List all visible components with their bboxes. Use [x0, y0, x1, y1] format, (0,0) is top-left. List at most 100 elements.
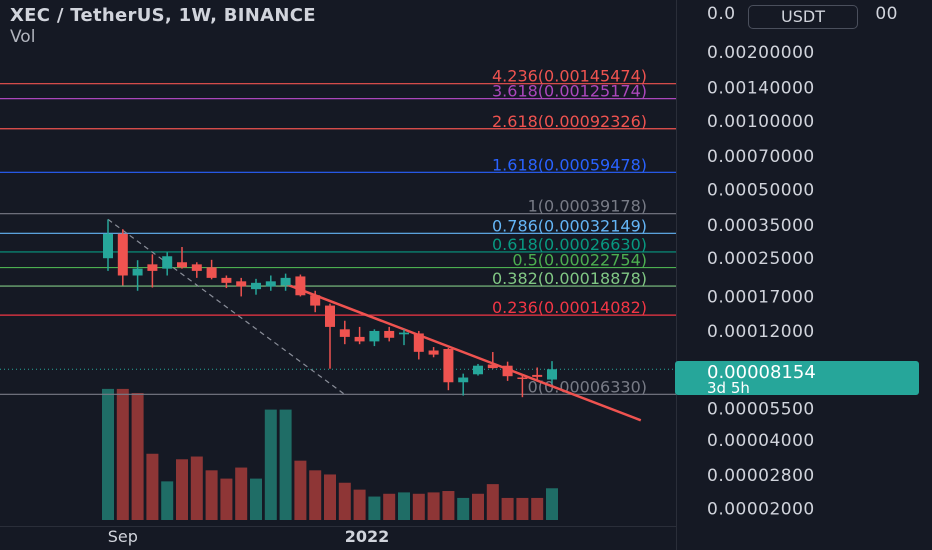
volume-bar [383, 493, 396, 520]
price-tick-label-partial: 0.0 [707, 4, 736, 24]
price-tick-label: 0.00100000 [707, 112, 815, 132]
candle-body [354, 336, 365, 342]
candlesticks [103, 219, 557, 398]
candle-body [443, 349, 454, 383]
candle-body [310, 295, 321, 306]
candle-body [191, 264, 202, 271]
volume-bar [324, 474, 336, 520]
volume-bar [146, 453, 159, 520]
volume-bar [176, 459, 188, 520]
volume-bar [279, 409, 292, 520]
volume-bar [309, 470, 322, 520]
candle-body [325, 305, 335, 327]
price-axis-background [677, 0, 932, 550]
volume-bar [294, 460, 307, 520]
volume-bar [102, 388, 114, 520]
candle-body [517, 377, 528, 380]
price-tick-label: 0.00200000 [707, 43, 815, 63]
descending-trendline [282, 281, 642, 422]
bar-countdown: 3d 5h [707, 379, 750, 397]
volume-bar [531, 497, 544, 520]
symbol-title[interactable]: XEC / TetherUS, 1W, BINANCE [10, 5, 316, 26]
volume-bar [486, 484, 499, 520]
price-tick-label: 0.00035000 [707, 216, 815, 236]
fib-level-label: 3.618(0.00125174) [492, 82, 647, 101]
candle-body [487, 364, 498, 369]
candle-body [103, 233, 113, 259]
candle-body [132, 268, 143, 276]
volume-bar [353, 489, 366, 520]
candle-body [265, 281, 276, 287]
last-price-label: 0.00008154 3d 5h [675, 361, 919, 397]
price-tick-label: 0.00012000 [707, 322, 815, 342]
currency-button[interactable]: USDT [748, 5, 858, 29]
candle-body [369, 330, 380, 342]
volume-bar [412, 493, 425, 520]
fib-level-label: 0.618(0.00026630) [492, 235, 647, 254]
candle-body [221, 277, 232, 283]
fib-level-label: 1(0.00039178) [528, 197, 647, 216]
volume-bar [235, 467, 248, 520]
price-tick-label: 0.00070000 [707, 147, 815, 167]
volume-bar [161, 481, 174, 520]
candle-body [473, 365, 483, 375]
candle-body [295, 276, 306, 296]
price-axis[interactable]: 0.00200000 0.00140000 0.00100000 0.00070000… [707, 4, 898, 520]
volume-bar [457, 497, 470, 520]
time-axis[interactable]: Sep 2022 [108, 527, 390, 546]
volume-bar [368, 496, 381, 520]
volume-bar [116, 388, 129, 520]
volume-bar [250, 478, 262, 520]
volume-bar [220, 478, 233, 520]
candle-body [117, 233, 128, 276]
volume-bar [338, 482, 351, 520]
price-tick-label: 0.00140000 [707, 79, 815, 99]
price-tick-label: 0.00005500 [707, 399, 815, 419]
candle-body [280, 277, 291, 286]
fib-level-label: 0.786(0.00032149) [492, 216, 647, 235]
dashed-channel-line [107, 218, 346, 395]
time-tick-label: 2022 [345, 527, 390, 546]
candle-body [399, 332, 409, 335]
candle-body [177, 262, 187, 268]
price-tick-label-partial: 00 [875, 4, 898, 24]
candle-body [251, 282, 261, 290]
price-tick-label: 0.00050000 [707, 181, 815, 201]
volume-bar [546, 488, 558, 520]
last-price-value: 0.00008154 [707, 362, 816, 383]
volume-indicator-label[interactable]: Vol [10, 27, 36, 47]
price-tick-label: 0.00025000 [707, 249, 815, 269]
price-tick-label: 0.00004000 [707, 431, 815, 451]
candle-body [206, 267, 217, 278]
volume-bar [501, 497, 514, 520]
time-tick-label: Sep [108, 527, 138, 546]
candle-body [428, 350, 439, 355]
volume-bar [442, 491, 455, 520]
volume-bar [264, 409, 277, 520]
candle-body [413, 333, 424, 352]
drawings[interactable] [0, 218, 676, 422]
price-tick-label: 0.00002000 [707, 500, 815, 520]
candle-body [458, 377, 469, 383]
volume-bar [190, 456, 203, 520]
candle-body [162, 256, 173, 269]
fib-level-label: 0.382(0.00018878) [492, 269, 647, 288]
volume-bar [472, 493, 484, 520]
candle-body [547, 369, 557, 380]
candle-body [384, 330, 395, 338]
fib-level-label: 2.618(0.00092326) [492, 112, 647, 131]
candle-body [339, 329, 350, 337]
candle-body [147, 264, 158, 271]
volume-bar [398, 492, 410, 520]
fib-level-label: 0(0.00006330) [528, 377, 647, 396]
candle-body [502, 365, 513, 377]
candle-body [532, 374, 543, 377]
volume-bar [205, 470, 218, 520]
volume-bar [131, 393, 144, 520]
volume-bars [102, 388, 558, 520]
price-tick-label: 0.00002800 [707, 466, 815, 486]
volume-bar [516, 497, 529, 520]
fib-level-label: 4.236(0.00145474) [492, 67, 647, 86]
fib-level-label: 0.5(0.00022754) [512, 251, 647, 270]
